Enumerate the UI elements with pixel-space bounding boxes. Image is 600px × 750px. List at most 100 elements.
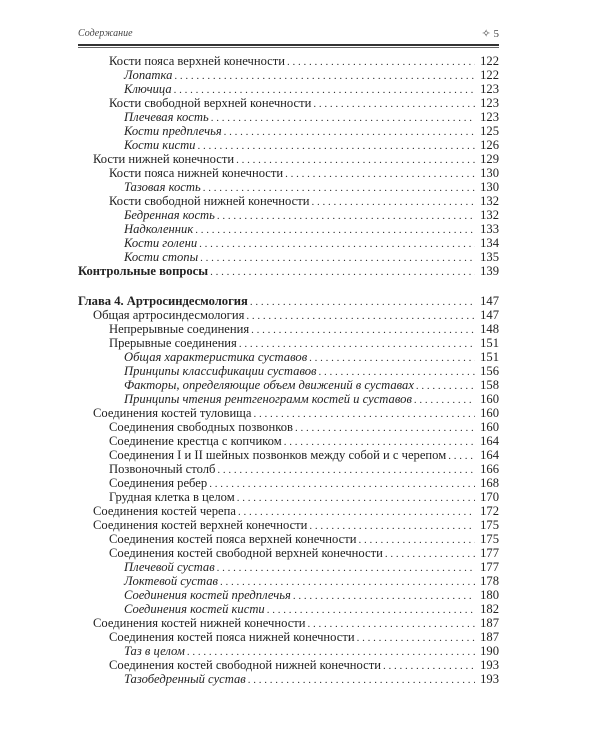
- toc-entry[interactable]: Непрерывные соединения 148: [78, 322, 499, 336]
- toc-entry-title: Бедренная кость: [124, 208, 215, 222]
- toc-entry-title: Соединения костей черепа: [93, 504, 236, 518]
- dot-leader: [211, 111, 475, 125]
- toc-entry-title: Соединение крестца с копчиком: [109, 434, 282, 448]
- toc-entry[interactable]: Кости кисти 126: [78, 138, 499, 152]
- toc-entry[interactable]: Локтевой сустав 178: [78, 574, 499, 588]
- toc-entry[interactable]: Соединения костей черепа 172: [78, 504, 499, 518]
- dot-leader: [357, 631, 475, 645]
- toc-entry[interactable]: Грудная клетка в целом 170: [78, 490, 499, 504]
- toc-entry[interactable]: Кости пояса нижней конечности 130: [78, 166, 499, 180]
- toc-entry[interactable]: Таз в целом 190: [78, 644, 499, 658]
- toc-entry[interactable]: Контрольные вопросы 139: [78, 264, 499, 278]
- toc-entry-title: Контрольные вопросы: [78, 264, 209, 278]
- dot-leader: [237, 491, 475, 505]
- toc-entry-page: 160: [480, 392, 499, 406]
- dot-leader: [246, 309, 475, 323]
- toc-entry[interactable]: Кости предплечья 125: [78, 124, 499, 138]
- toc-entry-title: Кости свободной нижней конечности: [109, 194, 310, 208]
- toc-entry[interactable]: Кости пояса верхней конечности 122: [78, 54, 499, 68]
- dot-leader: [416, 379, 475, 393]
- dot-leader: [253, 407, 475, 421]
- toc-entry[interactable]: Кости голени 134: [78, 236, 499, 250]
- toc-entry[interactable]: Соединения ребер 168: [78, 476, 499, 490]
- dot-leader: [285, 167, 475, 181]
- toc-entry[interactable]: Принципы классификации суставов 156: [78, 364, 499, 378]
- dot-leader: [236, 153, 475, 167]
- dot-leader: [197, 139, 475, 153]
- toc-entry[interactable]: Соединение крестца с копчиком 164: [78, 434, 499, 448]
- toc-entry[interactable]: Соединения костей туловища 160: [78, 406, 499, 420]
- dot-leader: [448, 449, 475, 463]
- dot-leader: [250, 295, 475, 309]
- toc-entry[interactable]: Тазовая кость 130: [78, 180, 499, 194]
- toc-entry-title: Кости свободной верхней конечности: [109, 96, 312, 110]
- toc-entry-title: Общая характеристика суставов: [124, 350, 308, 364]
- toc-entry-page: 180: [480, 588, 499, 602]
- toc-entry-page: 133: [480, 222, 499, 236]
- toc-entry[interactable]: Кости свободной нижней конечности 132: [78, 194, 499, 208]
- toc-entry-page: 123: [480, 82, 499, 96]
- toc-entry[interactable]: Плечевая кость 123: [78, 110, 499, 124]
- toc-entry[interactable]: Соединения костей нижней конечности 187: [78, 616, 499, 630]
- dot-leader: [217, 463, 475, 477]
- header-rule-thin: [78, 47, 499, 48]
- dot-leader: [217, 561, 475, 575]
- toc-entry-page: 156: [480, 364, 499, 378]
- toc-entry[interactable]: Соединения костей кисти 182: [78, 602, 499, 616]
- toc-entry-title: Надколенник: [124, 222, 194, 236]
- toc-entry[interactable]: Плечевой сустав 177: [78, 560, 499, 574]
- toc-entry-page: 132: [480, 194, 499, 208]
- toc-entry[interactable]: Прерывные соединения 151: [78, 336, 499, 350]
- toc-entry-page: 187: [480, 616, 499, 630]
- toc-entry[interactable]: Кости свободной верхней конечности 123: [78, 96, 499, 110]
- dot-leader: [220, 575, 475, 589]
- toc-entry[interactable]: Позвоночный столб 166: [78, 462, 499, 476]
- dot-leader: [251, 323, 475, 337]
- toc-entry-page: 160: [480, 406, 499, 420]
- toc-entry[interactable]: Соединения костей пояса нижней конечност…: [78, 630, 499, 644]
- page-number: ✧ 5: [481, 28, 499, 40]
- toc-entry-page: 177: [480, 546, 499, 560]
- toc-entry[interactable]: Общая артросиндесмология 147: [78, 308, 499, 322]
- toc-entry-page: 164: [480, 448, 499, 462]
- toc-entry[interactable]: Надколенник 133: [78, 222, 499, 236]
- toc-entry[interactable]: Факторы, определяющие объем движений в с…: [78, 378, 499, 392]
- toc-entry-page: 134: [480, 236, 499, 250]
- toc-entry[interactable]: Соединения свободных позвонков 160: [78, 420, 499, 434]
- toc-entry[interactable]: Лопатка 122: [78, 68, 499, 82]
- dot-leader: [203, 181, 475, 195]
- toc-entry-page: 158: [480, 378, 499, 392]
- toc-entry[interactable]: Кости нижней конечности 129: [78, 152, 499, 166]
- toc-entry-title: Соединения костей свободной нижней конеч…: [109, 658, 381, 672]
- toc-entry[interactable]: Тазобедренный сустав 193: [78, 672, 499, 686]
- toc-entry[interactable]: Глава 4. Артросиндесмология 147: [78, 294, 499, 308]
- toc-entry[interactable]: Соединения I и II шейных позвонков между…: [78, 448, 499, 462]
- toc-entry-title: Факторы, определяющие объем движений в с…: [124, 378, 414, 392]
- dot-leader: [309, 351, 475, 365]
- dot-leader: [200, 251, 475, 265]
- dot-leader: [174, 69, 475, 83]
- toc-entry[interactable]: Соединения костей пояса верхней конечнос…: [78, 532, 499, 546]
- toc-entry[interactable]: Ключица 123: [78, 82, 499, 96]
- toc-entry[interactable]: Соединения костей верхней конечности 175: [78, 518, 499, 532]
- toc-entry[interactable]: Соединения костей свободной верхней коне…: [78, 546, 499, 560]
- dot-leader: [383, 659, 475, 673]
- dot-leader: [174, 83, 475, 97]
- toc-entry-title: Соединения костей пояса нижней конечност…: [109, 630, 355, 644]
- toc-entry-title: Принципы классификации суставов: [124, 364, 317, 378]
- dot-leader: [217, 209, 475, 223]
- toc-entry[interactable]: Соединения костей свободной нижней конеч…: [78, 658, 499, 672]
- toc-entry-title: Ключица: [124, 82, 172, 96]
- toc-entry-title: Локтевой сустав: [124, 574, 218, 588]
- toc-entry[interactable]: Общая характеристика суставов 151: [78, 350, 499, 364]
- toc-entry-page: 122: [480, 54, 499, 68]
- toc-entry[interactable]: Бедренная кость 132: [78, 208, 499, 222]
- toc-entry[interactable]: Соединения костей предплечья 180: [78, 588, 499, 602]
- header-title: Содержание: [78, 28, 133, 39]
- toc-entry-page: 151: [480, 336, 499, 350]
- toc-entry[interactable]: Кости стопы 135: [78, 250, 499, 264]
- toc-entry-page: 187: [480, 630, 499, 644]
- toc-entry[interactable]: Принципы чтения рентгенограмм костей и с…: [78, 392, 499, 406]
- dot-leader: [308, 617, 475, 631]
- toc-entry-title: Кости пояса нижней конечности: [109, 166, 284, 180]
